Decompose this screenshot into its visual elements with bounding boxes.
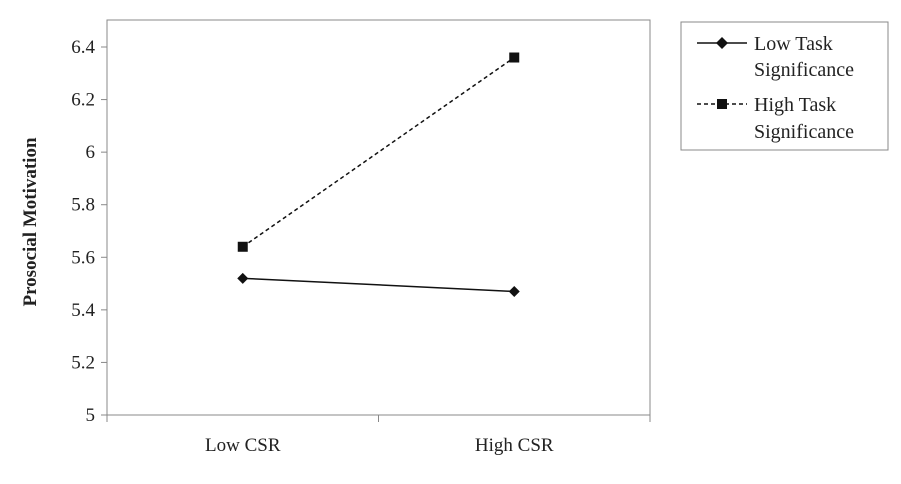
legend-label-line-2: Significance — [754, 59, 854, 81]
y-tick-label: 6.2 — [71, 90, 95, 111]
legend-item-low-task-significance: Low Task Significance — [697, 33, 854, 81]
plot-area — [106, 19, 651, 416]
legend: Low Task Significance High Task Signific… — [680, 21, 889, 151]
y-tick-label: 5.6 — [71, 247, 95, 268]
x-tick-label: High CSR — [475, 435, 554, 456]
data-point-diamond — [237, 272, 249, 284]
series-high-task-significance — [237, 52, 520, 252]
legend-item-high-task-significance: High Task Significance — [697, 94, 854, 143]
y-tick-label: 6.4 — [71, 37, 95, 58]
y-tick-label: 5.2 — [71, 352, 95, 373]
legend-diamond-marker — [716, 37, 728, 49]
data-point-square — [237, 241, 248, 252]
x-tick-label: Low CSR — [205, 435, 281, 456]
legend-label-line-1: Low Task — [754, 33, 833, 55]
y-tick-label: 6 — [86, 142, 96, 163]
series-line — [242, 277, 515, 293]
legend-label-line-1: High Task — [754, 94, 836, 116]
y-tick-label: 5 — [86, 405, 96, 426]
y-axis-title: Prosocial Motivation — [20, 137, 41, 306]
data-point-diamond — [508, 285, 520, 297]
data-point-square — [509, 52, 520, 63]
y-tick-label: 5.8 — [71, 195, 95, 216]
y-tick-label: 5.4 — [71, 300, 95, 321]
legend-square-marker — [717, 99, 727, 109]
legend-label-line-2: Significance — [754, 121, 854, 143]
series-layer — [237, 52, 520, 297]
y-axis: 5 5.2 5.4 5.6 5.8 6 6.2 6.4 — [71, 37, 107, 426]
series-line — [242, 56, 515, 248]
series-low-task-significance — [237, 272, 520, 297]
x-axis: Low CSR High CSR — [106, 415, 651, 456]
